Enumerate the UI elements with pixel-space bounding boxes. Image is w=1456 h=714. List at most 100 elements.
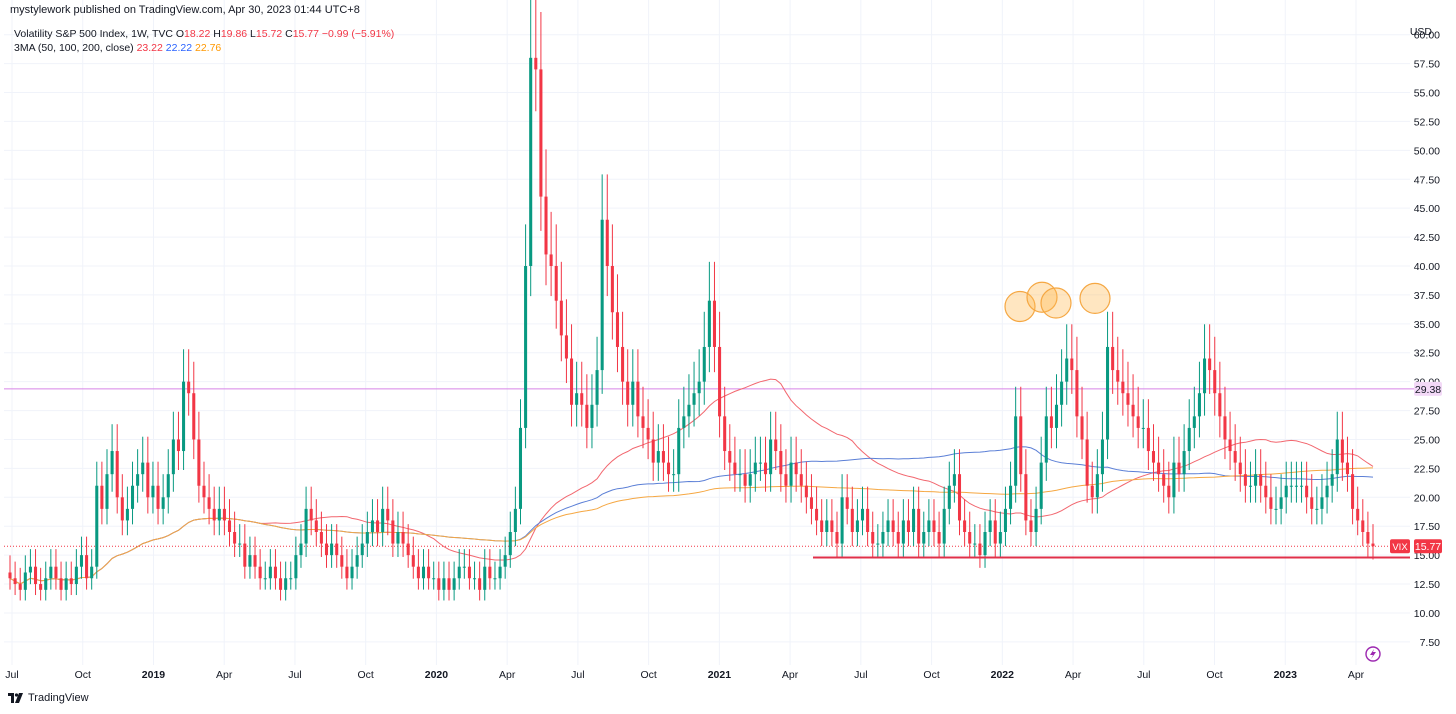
y-tick-label: 45.00 [1414,203,1440,215]
candle-body [182,381,186,452]
y-tick-label: 7.50 [1420,637,1441,649]
candle-body [166,474,170,498]
candle-body [661,451,665,463]
candle-body [850,508,854,532]
candle-body [452,578,456,590]
candle-body [69,578,73,585]
candle-body [340,555,344,567]
moving-averages [4,378,1392,585]
candle-body [585,404,589,428]
candle-body [646,427,650,440]
candle-body [1325,485,1329,498]
candle-body [1264,485,1268,498]
event-marker[interactable] [1365,646,1381,662]
candle-body [304,508,308,544]
candle-body [156,485,160,509]
candle-body [171,439,175,475]
candle-body [544,196,548,255]
candle-body [483,566,487,590]
tradingview-footer[interactable]: TradingView [8,692,89,704]
candle-body [809,497,813,509]
highlight-circles [1004,281,1111,323]
candle-body [840,497,844,544]
candle-body [1310,497,1314,509]
candle-body [1218,393,1222,417]
x-tick-label: Oct [923,669,939,681]
candle-body [1289,485,1293,487]
highlight-circle [1079,282,1111,314]
candle-body [115,451,119,498]
candle-body [1019,416,1023,475]
candle-body [1243,474,1247,486]
candle-body [947,485,951,509]
x-axis[interactable]: Jul Oct 2019 Apr Jul Oct 2020 Apr Jul Oct 2021 Apr J… [5,669,1364,681]
candle-body [855,520,859,532]
candle-body [692,393,696,405]
candle-body [391,520,395,544]
candle-body [1330,474,1334,486]
y-tick-label: 37.50 [1414,290,1440,302]
candle-body [130,485,135,509]
candle-body [799,474,803,486]
candle-body [90,566,94,579]
candle-body [748,474,752,486]
candle-body [1300,485,1304,487]
candle-body [1177,462,1181,475]
candle-body [539,69,543,197]
y-tick-label: 35.00 [1414,319,1440,331]
candle-body [1294,485,1298,487]
candle-body [421,566,426,579]
candle-body [626,381,630,405]
candle-body [319,532,323,544]
candle-body [207,497,211,509]
ma200-line [9,467,1374,585]
candle-body [1203,358,1207,394]
candle-body [85,555,89,579]
y-tick-label: 47.50 [1414,174,1440,186]
candle-body [978,543,982,556]
y-axis[interactable]: 7.5010.0012.5015.0017.5020.0022.5025.002… [1410,26,1440,649]
candle-body [1024,474,1028,521]
candle-body [922,532,926,544]
candle-body [176,439,180,452]
candle-body [1014,416,1018,486]
candle-body [753,462,757,475]
candle-body [983,532,987,556]
candle-body [1228,439,1232,452]
candle-body [105,474,109,509]
candle-body [263,578,267,580]
candle-body [416,566,420,579]
candle-body [1085,439,1089,486]
candle-body [467,566,471,579]
candle-body [687,404,691,417]
candle-body [136,474,140,486]
candle-body [1213,370,1217,394]
candle-body [651,439,655,463]
candle-body [906,520,910,532]
x-tick-label: Oct [640,669,656,681]
candle-body [161,497,165,509]
candle-body [600,219,604,371]
candle-body [835,532,839,544]
candle-body [44,578,48,590]
candle-body [728,451,732,463]
candle-body [564,335,568,359]
candle-body [406,543,410,556]
y-tick-label: 12.50 [1414,579,1440,591]
candle-body [682,416,686,428]
candle-body [1111,346,1115,371]
candle-body [942,508,946,544]
ma50-value: 23.22 [136,42,163,54]
candle-body [411,555,415,567]
candle-body [1340,439,1344,463]
x-tick-label: Apr [1348,669,1365,681]
candle-body [738,474,742,476]
x-tick-label: Oct [1206,669,1222,681]
candle-body [784,474,788,486]
candle-body [146,462,150,498]
candle-body [1131,404,1135,417]
candle-body [493,578,497,580]
y-tick-label: 22.50 [1414,463,1440,475]
candle-body [141,462,145,475]
